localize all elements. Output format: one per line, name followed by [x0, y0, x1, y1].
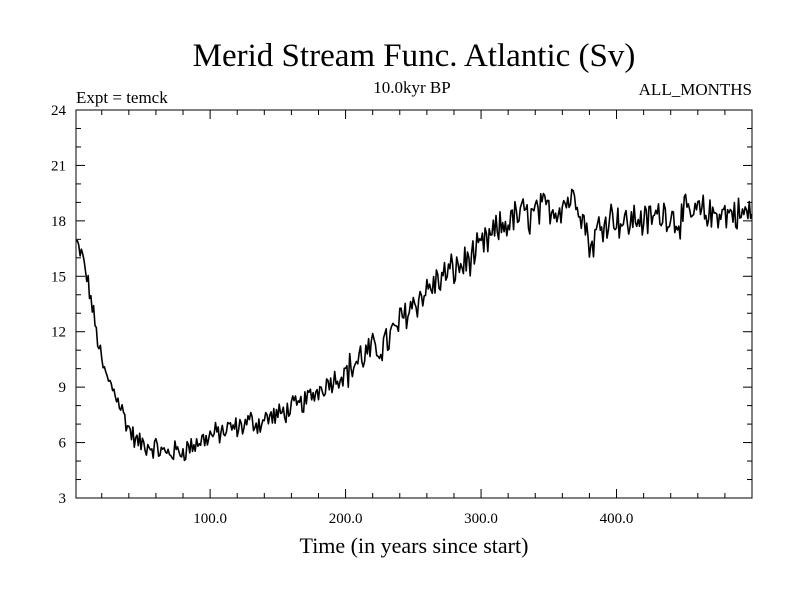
y-tick-label: 6 — [59, 436, 67, 452]
y-tick-label: 21 — [51, 158, 66, 174]
x-tick-label: 100.0 — [193, 511, 227, 527]
y-tick-label: 3 — [59, 491, 67, 507]
y-tick-label: 9 — [59, 380, 67, 396]
y-tick-label: 18 — [51, 214, 66, 230]
plot-frame — [75, 109, 753, 499]
months-label: ALL_MONTHS — [639, 80, 752, 99]
chart-title: Merid Stream Func. Atlantic (Sv) — [193, 38, 636, 74]
x-tick-label: 400.0 — [600, 511, 634, 527]
series-line — [75, 188, 753, 462]
x-axis-label: Time (in years since start) — [300, 533, 529, 558]
experiment-label: Expt = temck — [76, 88, 168, 107]
x-tick-label: 300.0 — [464, 511, 498, 527]
axis-ticks — [76, 109, 752, 499]
y-tick-label: 12 — [51, 325, 66, 341]
y-tick-label: 24 — [51, 103, 67, 119]
x-tick-label: 200.0 — [329, 511, 363, 527]
tick-labels: 3 6 9 12 15 18 21 24 100.0 200.0 300.0 400.0 — [51, 103, 633, 527]
y-tick-label: 15 — [51, 269, 66, 285]
period-label: 10.0kyr BP — [373, 78, 450, 97]
